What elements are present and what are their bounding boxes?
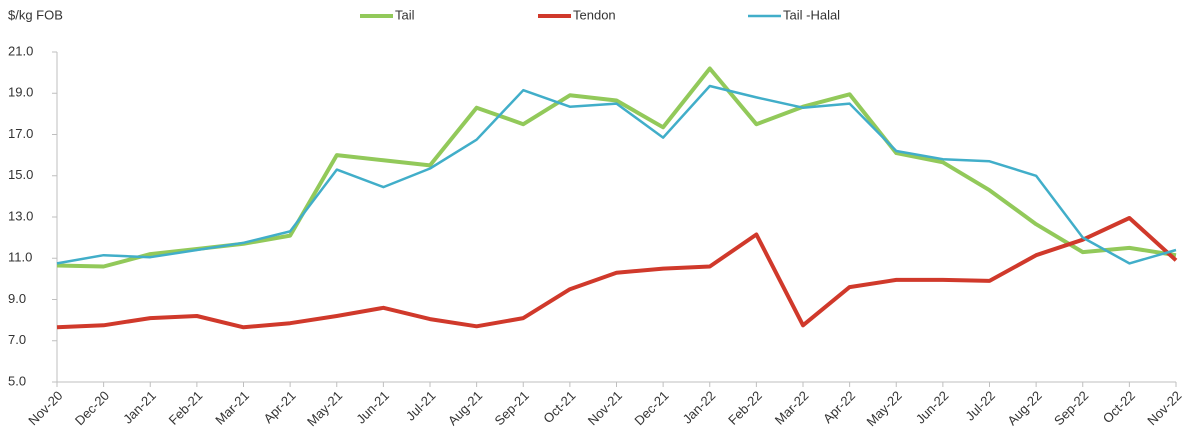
x-tick-label: Jun-21 xyxy=(353,388,392,427)
x-tick-label: Mar-21 xyxy=(212,388,252,428)
x-tick-label: Nov-21 xyxy=(585,388,625,428)
x-tick-label: Feb-22 xyxy=(725,388,765,428)
legend-label: Tail xyxy=(395,7,415,22)
y-tick-label: 11.0 xyxy=(8,250,32,265)
x-tick-label: Dec-20 xyxy=(72,388,112,428)
x-tick-label: Jan-21 xyxy=(120,388,159,427)
x-tick-label: Aug-21 xyxy=(445,388,485,428)
legend-label: Tail -Halal xyxy=(783,7,840,22)
y-tick-label: 7.0 xyxy=(8,332,26,347)
series-line xyxy=(56,84,1177,265)
x-tick-label: Nov-22 xyxy=(1144,388,1184,428)
y-tick-label: 17.0 xyxy=(8,126,33,141)
x-tick-label: Oct-22 xyxy=(1100,388,1138,426)
x-tick-label: Apr-22 xyxy=(820,388,858,426)
y-axis-label: $/kg FOB xyxy=(8,7,63,22)
legend-label: Tendon xyxy=(573,7,616,22)
x-tick-label: Dec-21 xyxy=(631,388,671,428)
y-tick-label: 15.0 xyxy=(8,167,33,182)
y-tick-label: 19.0 xyxy=(8,85,33,100)
x-tick-label: Jun-22 xyxy=(913,388,952,427)
x-tick-label: Mar-22 xyxy=(772,388,812,428)
x-tick-label: Jul-21 xyxy=(403,388,439,424)
x-tick-label: Aug-22 xyxy=(1004,388,1044,428)
y-tick-label: 5.0 xyxy=(8,373,26,388)
x-tick-label: Feb-21 xyxy=(166,388,206,428)
y-tick-label: 9.0 xyxy=(8,291,26,306)
x-tick-label: Oct-21 xyxy=(540,388,578,426)
x-tick-label: Sep-21 xyxy=(492,388,532,428)
x-tick-label: Jan-22 xyxy=(680,388,719,427)
y-tick-label: 21.0 xyxy=(8,43,33,58)
x-tick-label: May-21 xyxy=(304,388,345,429)
x-tick-label: Jul-22 xyxy=(962,388,998,424)
x-tick-label: Sep-22 xyxy=(1051,388,1091,428)
x-tick-label: May-22 xyxy=(864,388,905,429)
series-line xyxy=(56,216,1178,330)
x-tick-label: Apr-21 xyxy=(260,388,298,426)
x-tick-label: Nov-20 xyxy=(25,388,65,428)
y-tick-label: 13.0 xyxy=(8,208,33,223)
